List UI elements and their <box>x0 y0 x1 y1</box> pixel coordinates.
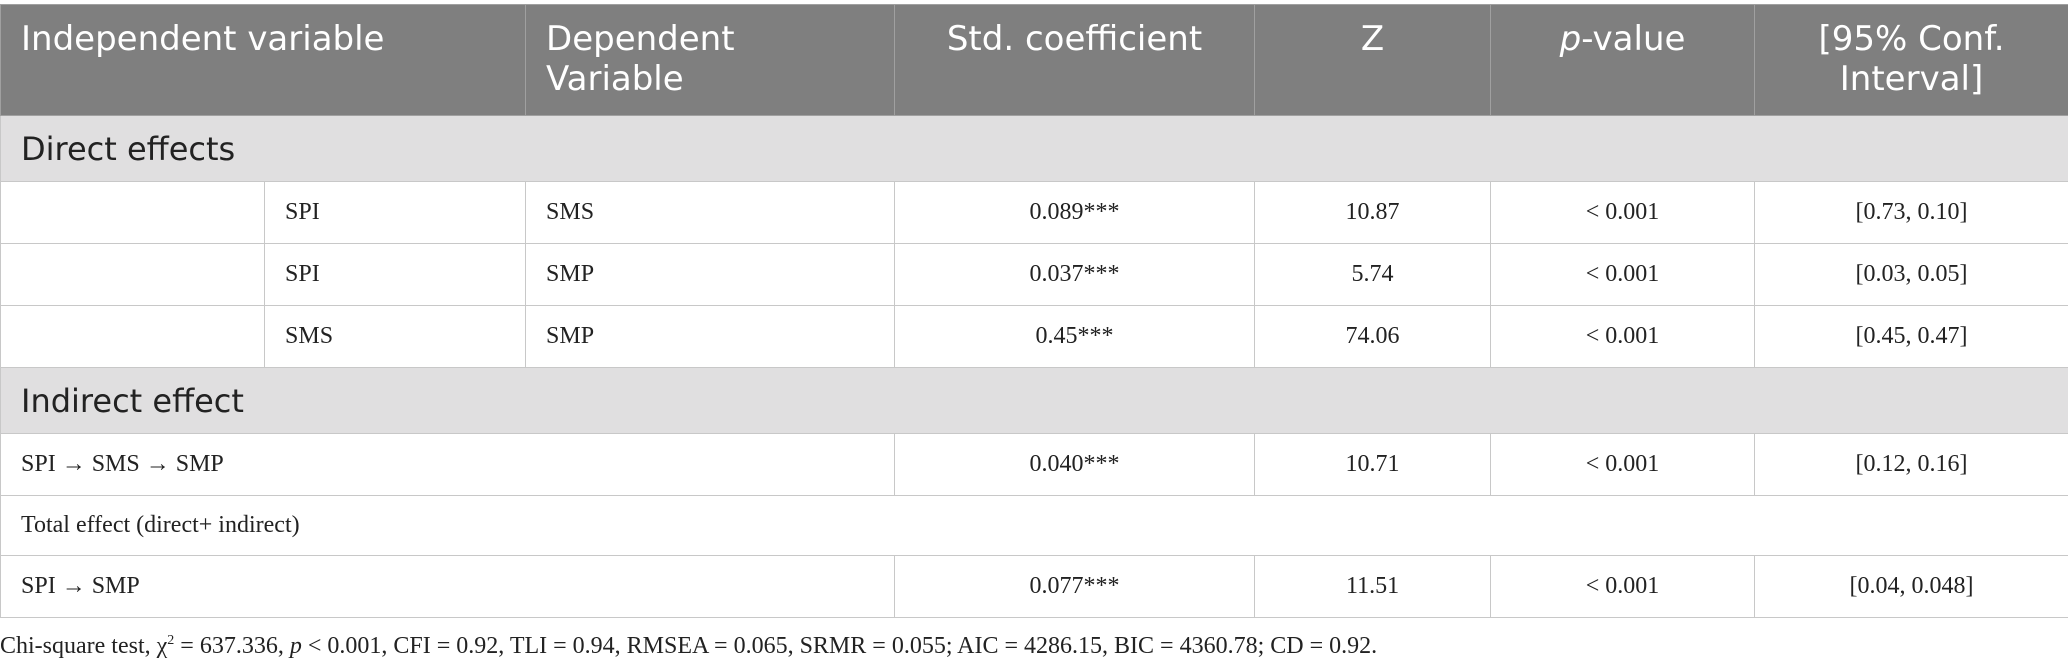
section-row: Direct effects <box>0 115 2068 182</box>
cell: 74.06 <box>1254 305 1492 368</box>
cell: 5.74 <box>1254 243 1492 306</box>
data-row: SPI SMP 0.037*** 5.74 < 0.001 [0.03, 0.05] <box>0 243 2068 306</box>
total-label-row: Total effect (direct+ indirect) <box>0 495 2068 556</box>
section-row: Indirect effect <box>0 367 2068 434</box>
header-cell: Independent variable <box>0 4 527 116</box>
section-title: Direct effects <box>0 115 2068 182</box>
footnote-text: p <box>289 633 302 659</box>
cell: [0.12, 0.16] <box>1754 433 2068 496</box>
empty-cell <box>0 243 265 306</box>
cell: 11.51 <box>1254 555 1492 618</box>
cell: < 0.001 <box>1490 181 1756 244</box>
cell: SPI → SMS → SMP <box>0 433 896 496</box>
cell: [0.73, 0.10] <box>1754 181 2068 244</box>
data-row: SPI SMS 0.089*** 10.87 < 0.001 [0.73, 0.10] <box>0 181 2068 244</box>
cell: [0.45, 0.47] <box>1754 305 2068 368</box>
table-body: Independent variable Dependent Variable St… <box>0 4 2068 618</box>
cell: < 0.001 <box>1490 243 1756 306</box>
header-cell: [95% Conf. Interval] <box>1754 4 2068 116</box>
cell: [0.03, 0.05] <box>1754 243 2068 306</box>
section-title: Indirect effect <box>0 367 2068 434</box>
header-cell: Dependent Variable <box>525 4 896 116</box>
data-row: SPI → SMS → SMP 0.040*** 10.71 < 0.001 [0.12… <box>0 433 2068 496</box>
total-label: Total effect (direct+ indirect) <box>0 495 2068 556</box>
cell: SPI <box>263 243 527 306</box>
cell: SMP <box>525 305 896 368</box>
header-row: Independent variable Dependent Variable St… <box>0 4 2068 116</box>
cell: 0.089*** <box>894 181 1256 244</box>
footnote: Chi-square test, χ2 = 637.336, p < 0.001… <box>0 633 1377 660</box>
cell: [0.04, 0.048] <box>1754 555 2068 618</box>
empty-cell <box>0 305 265 368</box>
header-cell: Z <box>1254 4 1492 116</box>
cell: SPI <box>263 181 527 244</box>
footnote-text: < 0.001, CFI = 0.92, TLI = 0.94, RMSEA =… <box>301 633 1378 659</box>
results-table: Independent variable Dependent Variable St… <box>0 4 2068 618</box>
cell: < 0.001 <box>1490 305 1756 368</box>
footnote-text: Chi-square test, χ <box>0 633 168 659</box>
data-row: SPI → SMP 0.077*** 11.51 < 0.001 [0.04, 0.04… <box>0 555 2068 618</box>
cell: < 0.001 <box>1490 555 1756 618</box>
footnote-text: = 637.336, <box>174 633 290 659</box>
cell: SMS <box>263 305 527 368</box>
cell: 10.87 <box>1254 181 1492 244</box>
footnote-text: 2 <box>167 633 175 648</box>
cell: 0.037*** <box>894 243 1256 306</box>
header-cell: Std. coefficient <box>894 4 1256 116</box>
cell: SPI → SMP <box>0 555 896 618</box>
italic-text: p <box>1559 19 1582 59</box>
data-row: SMS SMP 0.45*** 74.06 < 0.001 [0.45, 0.47] <box>0 305 2068 368</box>
empty-cell <box>0 181 265 244</box>
cell: SMS <box>525 181 896 244</box>
header-cell: p-value <box>1490 4 1756 116</box>
text: -value <box>1581 19 1686 59</box>
cell: 0.45*** <box>894 305 1256 368</box>
cell: 0.040*** <box>894 433 1256 496</box>
cell: 0.077*** <box>894 555 1256 618</box>
cell: 10.71 <box>1254 433 1492 496</box>
cell: SMP <box>525 243 896 306</box>
cell: < 0.001 <box>1490 433 1756 496</box>
